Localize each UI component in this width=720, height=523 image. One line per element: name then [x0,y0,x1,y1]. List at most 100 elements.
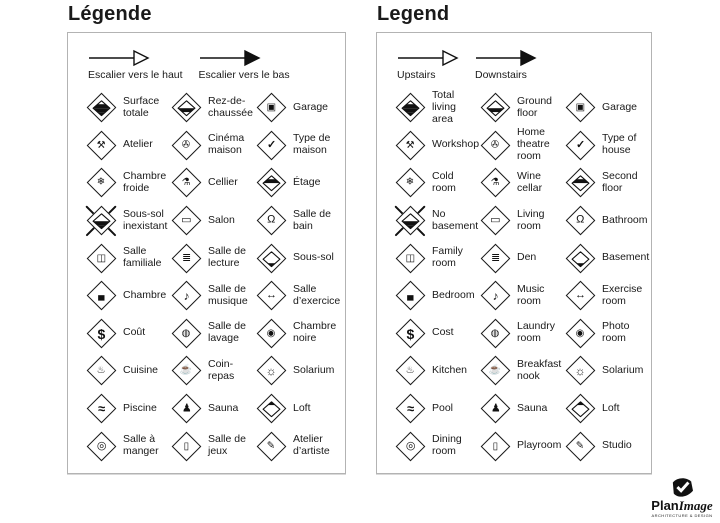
toilet-icon: Ω [254,204,288,238]
sauna-person-icon: ♟ [478,392,512,426]
legend-item: ❄ Cold room [393,166,478,200]
legend-item: ⚗ Cellier [169,166,254,200]
panel-box-english: Upstairs Downstairs Total living area Gro… [376,32,652,474]
legend-item: ◎ Dining room [393,429,478,463]
diamond-frame: ▄ [86,280,116,311]
legend-item-label: Salle de lecture [208,245,246,270]
diamond-frame [565,243,595,274]
glyph: ◎ [405,439,415,452]
diamond-frame: ◉ [565,318,595,349]
legend-item: No basement [393,204,478,238]
legend-item: ▭ Living room [478,204,563,238]
glyph: ◫ [405,252,415,264]
glyph: ⚗ [490,176,500,188]
diamond-frame [395,92,425,123]
open-book-icon: ≣ [169,241,203,275]
diamond-frame: ✇ [171,130,201,161]
legend-item-label: Cellier [208,176,238,188]
diamond-frame: ↔ [256,280,286,311]
diamond-frame: ✓ [565,130,595,161]
glyph: ✓ [266,138,276,151]
legend-item-label: Playroom [517,439,562,452]
glyph: ▯ [492,440,498,452]
legend-item-label: Sous-sol [293,251,334,264]
legend-item-label: Den [517,251,537,264]
glyph: $ [97,325,105,342]
glyph: ♨ [96,364,106,376]
diamond-frame: ✎ [256,431,286,461]
panel-box-french: Escalier vers le haut Escalier vers le b… [67,32,346,474]
glyph: ✎ [575,440,585,452]
legend-item: $ Coût [84,316,169,350]
legend-item-label: Garage [293,100,329,113]
legend-item: ♟ Sauna [169,392,254,426]
glyph: ▣ [575,101,585,113]
legend-item: ≈ Piscine [84,392,169,426]
diamond-frame: $ [86,318,116,349]
glyph: ♟ [490,402,500,415]
diamond-frame: ▭ [480,205,510,236]
legend-item-label: Cinéma maison [208,132,245,157]
legend-item-label: Type de maison [293,132,331,157]
television-icon: ◫ [393,241,427,275]
sun-icon: ☼ [254,354,288,388]
floor-stack-all-icon [84,91,118,125]
diamond-frame: ♪ [171,280,201,311]
glyph: ☕ [488,364,502,376]
legend-item-label: Pool [432,401,454,414]
diamond-frame [256,243,286,274]
legend-item: Sous-sol inexistant [84,204,169,238]
glyph: ⚒ [405,139,415,151]
legend-item: ↔ Exercise room [563,279,649,313]
legend-item-label: Total living area [432,88,456,125]
diamond-frame: ❄ [86,168,116,198]
legend-item: Loft [254,392,341,426]
legend-item: Ω Salle de bain [254,204,341,238]
diamond-frame: ♨ [86,356,116,386]
legend-item-label: Solarium [293,363,335,376]
legend-item: Loft [563,392,649,426]
legend-item-label: Cuisine [123,363,159,376]
stairs-up-label: Escalier vers le haut [88,69,183,81]
diamond-frame: ✎ [565,431,595,461]
exercise-arrows-icon: ↔ [254,279,288,313]
legend-item: ▭ Salon [169,204,254,238]
diamond-frame: ▄ [395,280,425,311]
dollar-icon: $ [393,316,427,350]
diamond-frame: ⚒ [86,130,116,161]
panel-title-english: Legend [377,3,450,25]
garage-car-icon: ▣ [254,91,288,125]
coffee-cup-icon: ☕ [478,354,512,388]
laundry-basket-icon: ◍ [169,316,203,350]
glyph: ▭ [489,214,501,227]
legend-item-label: Sauna [208,401,239,414]
thermometer-icon: ❄ [393,166,427,200]
legend-item: ↔ Salle d’exercice [254,279,341,313]
wine-bottle-icon: ⚗ [169,166,203,200]
glyph: ▯ [183,440,189,452]
glyph: ✇ [490,139,500,151]
glyph: ≣ [181,251,191,264]
legend-item-label: Salle d’exercice [293,282,341,307]
legend-item: ☼ Solarium [254,354,341,388]
legend-item-label: Loft [602,401,620,414]
glyph: ◍ [181,327,191,339]
legend-item: ✇ Home theatre room [478,126,563,163]
legend-item: $ Cost [393,316,478,350]
glyph: ♨ [405,364,415,376]
glyph: ❄ [405,176,415,188]
diamond-frame: ◎ [86,431,116,461]
diamond-frame: ✇ [480,130,510,161]
legend-item: ⚗ Wine cellar [478,166,563,200]
glyph: ≈ [406,401,414,417]
legend-item-label: Solarium [602,363,644,376]
diamond-frame: ◍ [171,318,201,349]
diamond-frame: ☼ [565,356,595,386]
diamond-frame: ◫ [86,243,116,274]
floor-stack-loft-icon [254,392,288,426]
legend-item: ▄ Bedroom [393,279,478,313]
diamond-frame: ↔ [565,280,595,311]
bed-icon: ▄ [393,279,427,313]
legend-item: ◍ Laundry room [478,316,563,350]
floor-stack-second-icon [254,166,288,200]
